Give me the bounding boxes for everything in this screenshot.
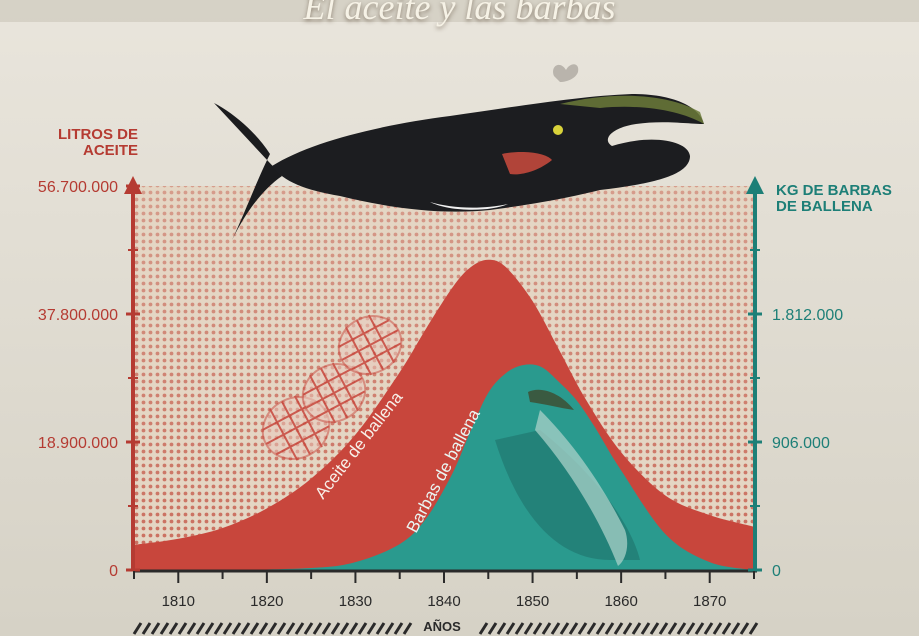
whale-body [272,94,704,212]
whale-belly-patch [430,202,508,210]
footer-hatch [132,622,759,635]
whale-illustration [214,64,704,240]
x-tick-label: 1810 [162,593,195,610]
ticks-layer: 0 18.900.000 37.800.000 56.700.000 0 906.000 1… [38,179,843,610]
right-axis-arrow [746,176,764,194]
left-tick-label: 0 [109,563,118,580]
x-tick-label: 1830 [339,593,372,610]
x-tick-label: 1820 [250,593,283,610]
x-tick-label: 1850 [516,593,549,610]
whale-mouth [560,95,704,124]
left-axis-title: LITROS DE ACEITE [18,127,138,159]
right-axis-title: KG DE BARBAS DE BALLENA [776,183,916,215]
baleen-illustration [495,389,640,566]
left-tick-label: 56.700.000 [38,179,118,196]
whale-tail [214,103,282,240]
page-title: El aceite y las barbas [303,0,616,27]
whale-spout [553,64,579,82]
barrels-illustration [261,314,403,461]
right-tick-label: 1.812.000 [772,307,843,324]
x-tick-label: 1870 [693,593,726,610]
title-band [0,0,919,22]
whale-eye [553,125,563,135]
right-tick-label: 0 [772,563,781,580]
right-tick-label: 906.000 [772,435,830,452]
left-tick-label: 18.900.000 [38,435,118,452]
x-axis-title: AÑOS [423,619,461,634]
x-tick-label: 1860 [604,593,637,610]
whale-fin [502,152,552,175]
left-tick-label: 37.800.000 [38,307,118,324]
left-axis-title-text: LITROS DE ACEITE [57,126,138,159]
x-tick-label: 1840 [427,593,460,610]
right-axis-title-text: KG DE BARBAS DE BALLENA [776,182,892,215]
